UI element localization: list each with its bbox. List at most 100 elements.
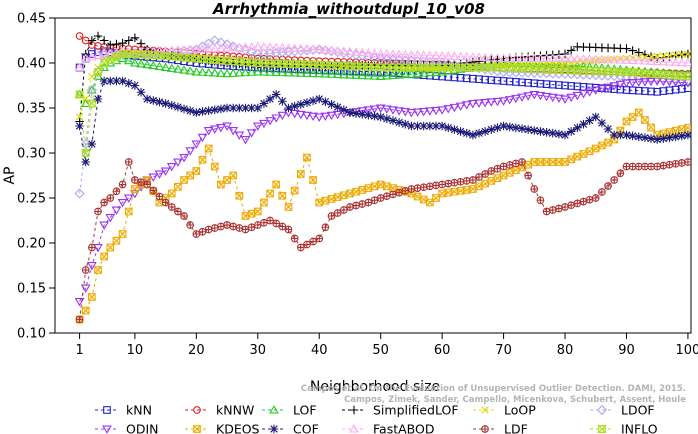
- data-point-ldf: [407, 185, 416, 193]
- data-point-simplifiedlof: [118, 38, 127, 48]
- data-point-ldof: [80, 138, 91, 150]
- data-point-kdeos: [266, 189, 274, 198]
- data-point-cof: [486, 125, 496, 134]
- data-point-ldf: [512, 159, 520, 168]
- data-point-cof: [192, 108, 201, 117]
- data-point-lof: [136, 59, 146, 68]
- data-point-odin: [148, 173, 159, 182]
- data-point-fastabod: [216, 43, 226, 52]
- legend-item-cof: COF: [262, 422, 319, 434]
- data-point-odin: [197, 133, 208, 143]
- data-point-odin: [234, 131, 245, 140]
- data-point-cof: [677, 131, 687, 141]
- data-point-fastabod: [259, 42, 269, 51]
- data-point-odin: [240, 136, 251, 145]
- legend-label: ODIN: [126, 422, 159, 434]
- legend-marker: [269, 424, 279, 434]
- data-point-fastabod: [93, 50, 103, 59]
- data-point-odin: [259, 119, 269, 129]
- data-point-cof: [554, 129, 564, 139]
- data-point-lof: [523, 58, 534, 68]
- data-point-kdeos: [296, 170, 305, 178]
- watermark: Campos et al. On the Evaluation of Unsup…: [301, 384, 686, 405]
- data-point-lof: [130, 58, 140, 67]
- y-tick-label: 0.45: [17, 12, 46, 27]
- data-point-cof: [321, 97, 330, 106]
- data-point-ldf: [610, 176, 619, 184]
- data-point-odin: [295, 110, 306, 120]
- data-point-cof: [628, 131, 637, 141]
- data-point-lof: [173, 64, 183, 73]
- data-point-ldf: [450, 178, 459, 187]
- data-point-kdeos: [548, 158, 557, 166]
- data-point-fastabod: [222, 43, 232, 52]
- data-point-cof: [93, 94, 103, 104]
- chart-title: Arrhythmia_withoutdupl_10_v08: [212, 0, 485, 18]
- watermark-line-2: Campos, Zimek, Sander, Campello, Micenko…: [344, 395, 686, 405]
- data-point-lof: [123, 55, 134, 65]
- data-point-ldf: [75, 315, 84, 324]
- data-point-simplifiedlof: [634, 48, 644, 57]
- data-point-ldf: [389, 190, 397, 199]
- data-point-ldf: [315, 234, 324, 243]
- data-point-lof: [332, 69, 343, 79]
- data-point-ldf: [604, 182, 612, 190]
- legend-label: FastABOD: [373, 422, 435, 434]
- data-point-cof: [652, 135, 662, 144]
- data-point-odin: [111, 206, 122, 215]
- watermark-line-1: Campos et al. On the Evaluation of Unsup…: [301, 384, 686, 394]
- data-point-fastabod: [394, 49, 404, 58]
- data-point-ldof: [314, 44, 325, 55]
- data-point-odin: [154, 170, 165, 179]
- data-point-odin: [412, 108, 423, 117]
- x-tick-label: 60: [434, 343, 451, 358]
- data-point-ldf: [530, 185, 539, 193]
- data-point-inflo: [74, 90, 85, 99]
- data-point-fastabod: [345, 46, 355, 56]
- data-point-lof: [345, 70, 355, 79]
- data-point-odin: [209, 125, 220, 134]
- data-point-cof: [456, 127, 465, 136]
- data-point-ldf: [555, 204, 563, 213]
- data-point-ldf: [462, 177, 471, 185]
- data-point-fastabod: [418, 50, 429, 59]
- data-point-inflo: [93, 68, 103, 76]
- data-point-cof: [579, 119, 588, 129]
- data-point-cof: [161, 99, 170, 108]
- legend-item-simplifiedlof: SimplifiedLOF: [342, 403, 459, 418]
- x-tick-label: 90: [618, 343, 635, 358]
- data-point-kdeos: [303, 153, 311, 162]
- data-point-lof: [338, 69, 349, 79]
- data-point-cof: [646, 134, 656, 143]
- data-point-ldf: [118, 180, 127, 189]
- data-point-inflo: [87, 99, 97, 108]
- data-point-loop: [88, 72, 96, 81]
- data-point-fastabod: [535, 53, 546, 62]
- data-point-cof: [290, 101, 299, 111]
- data-point-fastabod: [369, 48, 380, 58]
- data-point-ldf: [518, 158, 526, 166]
- data-point-cof: [314, 94, 324, 104]
- data-point-fastabod: [554, 53, 564, 62]
- data-point-ldf: [149, 186, 158, 195]
- data-point-cof: [431, 121, 441, 131]
- legend-label: LDOF: [621, 403, 655, 418]
- data-point-fastabod: [338, 46, 349, 55]
- x-tick-label: 100: [676, 343, 698, 358]
- data-point-cof: [124, 78, 134, 88]
- data-point-fastabod: [160, 45, 171, 55]
- data-point-lof: [578, 61, 589, 70]
- y-axis-title: AP: [2, 166, 18, 184]
- data-point-lof: [117, 53, 128, 62]
- data-point-simplifiedlof: [106, 40, 115, 50]
- data-point-fastabod: [560, 53, 570, 62]
- data-point-fastabod: [154, 46, 165, 55]
- data-point-kdeos: [217, 180, 225, 189]
- data-point-ldf: [481, 170, 489, 178]
- data-point-ldof: [320, 45, 331, 56]
- data-point-odin: [87, 262, 97, 271]
- data-point-simplifiedlof: [468, 57, 478, 67]
- data-point-ldf: [591, 194, 600, 202]
- data-point-lof: [314, 68, 325, 78]
